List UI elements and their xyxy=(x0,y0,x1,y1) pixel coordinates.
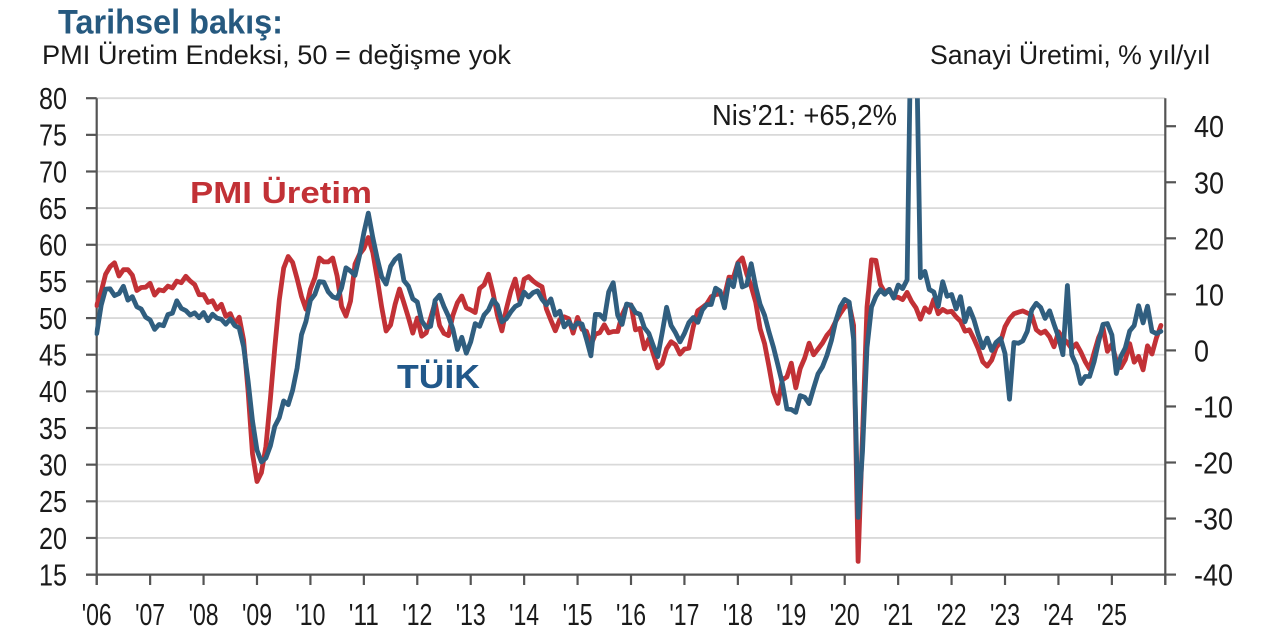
svg-text:0: 0 xyxy=(1194,333,1209,368)
svg-text:30: 30 xyxy=(1194,165,1224,200)
svg-text:-10: -10 xyxy=(1194,390,1233,425)
svg-text:'08: '08 xyxy=(189,597,219,632)
svg-text:55: 55 xyxy=(39,264,67,299)
svg-text:'16: '16 xyxy=(616,597,646,632)
svg-text:20: 20 xyxy=(39,521,67,556)
svg-text:10: 10 xyxy=(1194,277,1224,312)
svg-text:'20: '20 xyxy=(830,597,860,632)
svg-text:50: 50 xyxy=(39,301,67,336)
svg-text:PMI Üretim: PMI Üretim xyxy=(190,175,372,210)
svg-text:'23: '23 xyxy=(990,597,1020,632)
svg-text:'14: '14 xyxy=(509,597,539,632)
svg-text:'07: '07 xyxy=(135,597,165,632)
svg-text:15: 15 xyxy=(39,557,67,592)
svg-text:40: 40 xyxy=(39,374,67,409)
svg-text:Sanayi Üretimi, % yıl/yıl: Sanayi Üretimi, % yıl/yıl xyxy=(930,40,1210,70)
svg-text:-40: -40 xyxy=(1194,558,1233,593)
svg-text:40: 40 xyxy=(1194,109,1224,144)
svg-text:'18: '18 xyxy=(723,597,753,632)
svg-text:TÜİK: TÜİK xyxy=(397,358,480,395)
svg-text:'09: '09 xyxy=(242,597,272,632)
svg-text:'15: '15 xyxy=(563,597,593,632)
svg-text:'25: '25 xyxy=(1097,597,1127,632)
svg-text:'06: '06 xyxy=(82,597,112,632)
svg-text:Tarihsel bakış:: Tarihsel bakış: xyxy=(58,4,283,42)
svg-text:25: 25 xyxy=(39,484,67,519)
svg-text:35: 35 xyxy=(39,411,67,446)
svg-text:'21: '21 xyxy=(883,597,913,632)
svg-text:'19: '19 xyxy=(776,597,806,632)
svg-text:30: 30 xyxy=(39,448,67,483)
svg-text:45: 45 xyxy=(39,338,67,373)
svg-text:'17: '17 xyxy=(669,597,699,632)
svg-text:'13: '13 xyxy=(456,597,486,632)
svg-text:'24: '24 xyxy=(1043,597,1073,632)
svg-text:'22: '22 xyxy=(937,597,967,632)
svg-text:PMI Üretim Endeksi, 50 = değiş: PMI Üretim Endeksi, 50 = değişme yok xyxy=(42,40,512,70)
svg-text:-20: -20 xyxy=(1194,446,1233,481)
svg-text:70: 70 xyxy=(39,154,67,189)
svg-text:75: 75 xyxy=(39,118,67,153)
svg-text:60: 60 xyxy=(39,228,67,263)
svg-text:80: 80 xyxy=(39,81,67,116)
svg-text:-30: -30 xyxy=(1194,502,1233,537)
svg-text:'10: '10 xyxy=(295,597,325,632)
svg-text:'12: '12 xyxy=(402,597,432,632)
svg-text:'11: '11 xyxy=(349,597,379,632)
svg-text:Nis’21: +65,2%: Nis’21: +65,2% xyxy=(712,100,897,132)
svg-text:20: 20 xyxy=(1194,221,1224,256)
svg-text:65: 65 xyxy=(39,191,67,226)
